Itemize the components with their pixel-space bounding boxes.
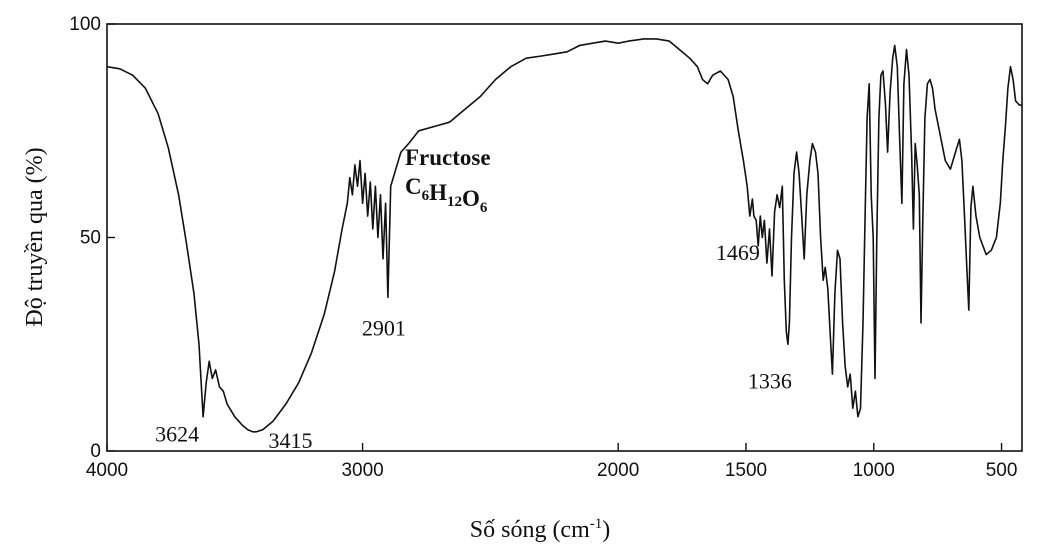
formula-element: H (429, 180, 447, 205)
x-tick-label: 1000 (853, 460, 895, 481)
y-tick-label: 0 (90, 441, 101, 462)
peak-label: 3624 (155, 421, 199, 446)
x-axis-label-superscript: -1 (590, 516, 603, 532)
compound-formula: C6H12O6 (405, 174, 488, 216)
peak-label: 1336 (748, 368, 792, 393)
x-tick-label: 1500 (725, 460, 767, 481)
x-axis-ticks: 4000 3000 2000 1500 1000 500 (86, 443, 1018, 481)
x-tick-label: 500 (986, 460, 1018, 481)
x-tick-label: 2000 (597, 460, 639, 481)
formula-element: C (405, 174, 422, 199)
x-tick-label: 4000 (86, 460, 128, 481)
x-axis-label-close: ) (602, 517, 610, 543)
y-tick-label: 50 (80, 228, 101, 249)
peak-annotations: 3624 3415 2901 1469 1336 (155, 240, 792, 453)
formula-subscript: 12 (447, 194, 462, 210)
peak-label: 3415 (269, 428, 313, 453)
y-tick-label: 100 (69, 14, 101, 35)
formula-subscript: 6 (422, 188, 430, 204)
transmittance-series-line (106, 38, 1022, 433)
y-axis-label: Độ truyền qua (%) (22, 147, 48, 326)
compound-name: Fructose (405, 145, 491, 170)
x-axis-label: Số sóng (cm-1) (470, 516, 611, 543)
peak-label: 2901 (362, 315, 406, 340)
y-axis-ticks: 100 50 0 (69, 14, 115, 462)
peak-label: 1469 (716, 240, 760, 265)
formula-element: O (462, 186, 480, 211)
x-tick-label: 3000 (341, 460, 383, 481)
x-axis-label-main: Số sóng (cm (470, 517, 590, 543)
formula-subscript: 6 (480, 200, 488, 216)
